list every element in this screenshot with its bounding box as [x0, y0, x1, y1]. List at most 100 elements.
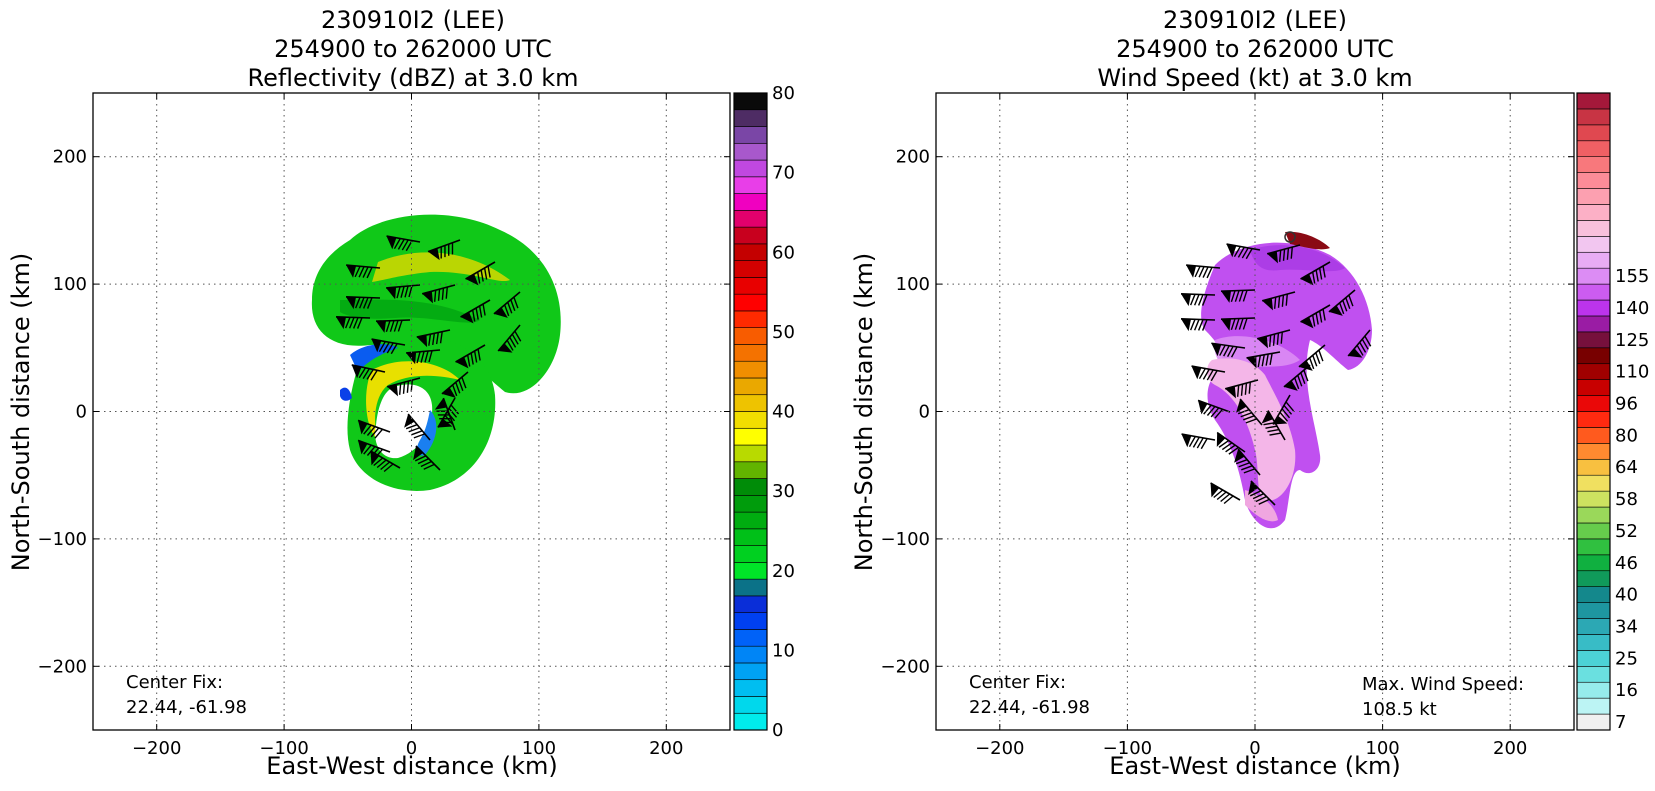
- colorbar-segment: [733, 377, 768, 396]
- wind-barb: [1181, 433, 1216, 450]
- colorbar-frame: [733, 92, 768, 731]
- wind-barb: [1180, 293, 1216, 307]
- colorbar-segment: [1576, 697, 1611, 715]
- x-tick-label: −100: [259, 738, 308, 759]
- wind-barb: [1224, 379, 1259, 399]
- colorbar-tick-label: 52: [1615, 521, 1638, 542]
- wind-barb: [1266, 244, 1301, 264]
- wind-barb: [386, 284, 421, 300]
- wind-barb: [455, 344, 486, 369]
- colorbar-segment: [1576, 506, 1611, 524]
- x-tick-label: −100: [1103, 738, 1152, 759]
- colorbar-segment: [733, 461, 768, 479]
- wind-barb: [335, 316, 371, 330]
- colorbar-tick-label: 40: [1615, 585, 1638, 606]
- colorbar-tick-label: 40: [772, 402, 795, 423]
- wind-field-magenta: [1250, 245, 1345, 272]
- colorbar-segment: [733, 109, 768, 127]
- colorbar-segment: [733, 310, 768, 328]
- wind-barb: [1197, 399, 1231, 419]
- outer-band-green-dark: [340, 299, 480, 323]
- colorbar-segment: [733, 327, 768, 345]
- colorbar-segment: [1576, 602, 1611, 619]
- y-tick-label: 100: [53, 274, 87, 295]
- y-tick-label: 0: [76, 402, 87, 423]
- colorbar-segment: [1576, 156, 1611, 173]
- x-tick-label: 0: [1249, 738, 1260, 759]
- colorbar-segment: [733, 595, 768, 613]
- y-tick-label: −200: [881, 656, 930, 677]
- colorbar-segment: [733, 293, 768, 312]
- wind-barb: [1234, 448, 1261, 476]
- inner-eyewall-yellow: [366, 361, 460, 440]
- colorbar-segment: [733, 612, 768, 630]
- max-wind-marker: [1284, 231, 1296, 243]
- wind-barb: [1272, 394, 1295, 425]
- colorbar-tick-label: 7: [1615, 712, 1626, 733]
- y-tick-label: −200: [38, 656, 87, 677]
- colorbar-tick-label: 58: [1615, 489, 1638, 510]
- colorbar-segment: [733, 478, 768, 496]
- reflectivity-field: [311, 214, 561, 491]
- colorbar-segment: [1576, 220, 1611, 237]
- x-axis-label: East-West distance (km): [1109, 752, 1400, 780]
- colorbar-segment: [733, 712, 768, 731]
- colorbar-segment: [1576, 522, 1611, 540]
- wind-barb: [404, 413, 431, 441]
- colorbar-segment: [733, 696, 768, 714]
- eye: [375, 384, 433, 459]
- wind-barb: [1347, 329, 1372, 358]
- colorbar-segment: [733, 545, 768, 563]
- colorbar-tick-label: 64: [1615, 457, 1638, 478]
- colorbar-segment: [1576, 681, 1611, 699]
- colorbar-segment: [733, 92, 768, 111]
- y-tick-label: 200: [53, 147, 87, 168]
- y-tick-label: 0: [919, 402, 930, 423]
- colorbar-tick-label: 30: [772, 481, 795, 502]
- max-wind-label: Max. Wind Speed:: [1362, 674, 1524, 695]
- x-tick-label: 200: [1493, 738, 1527, 759]
- x-tick-label: 0: [406, 738, 417, 759]
- wind-barb: [346, 264, 381, 279]
- colorbar-segment: [733, 411, 768, 429]
- panel-title-line-1: 230910I2 (LEE): [1163, 6, 1347, 34]
- colorbar-tick-label: 0: [772, 720, 783, 741]
- colorbar-segment: [1576, 267, 1611, 285]
- colorbar-segment: [733, 176, 768, 194]
- colorbar-segment: [733, 344, 768, 362]
- x-tick-label: −200: [132, 738, 181, 759]
- wind-barb: [1328, 289, 1356, 316]
- x-tick-label: −200: [975, 738, 1024, 759]
- wind-barb: [375, 319, 411, 333]
- colorbar-segment: [1576, 92, 1611, 110]
- colorbar-segment: [1576, 538, 1611, 556]
- colorbar-tick-label: 60: [772, 242, 795, 263]
- wind-barb: [1186, 264, 1221, 279]
- colorbar-segment: [1576, 299, 1611, 317]
- inner-eyewall-blue: [350, 344, 398, 372]
- panel-title-line-2: 254900 to 262000 UTC: [1116, 35, 1394, 63]
- colorbar-segment: [1576, 570, 1611, 587]
- colorbar-segment: [733, 210, 768, 228]
- colorbar-segment: [733, 679, 768, 697]
- colorbar-tick-label: 20: [772, 561, 795, 582]
- colorbar-segment: [733, 511, 768, 530]
- colorbar-segment: [1576, 124, 1611, 142]
- colorbar-segment: [1576, 347, 1611, 365]
- y-axis-label: North-South distance (km): [7, 253, 35, 572]
- wind-barb: [357, 419, 391, 439]
- colorbar-segment: [733, 578, 768, 597]
- center-fix-value: 22.44, -61.98: [969, 697, 1090, 718]
- panel-title-line-3: Reflectivity (dBZ) at 3.0 km: [248, 64, 579, 92]
- wind-speed-panel: 230910I2 (LEE) 254900 to 262000 UTC Wind…: [850, 6, 1649, 780]
- colorbar-tick-label: 96: [1615, 394, 1638, 415]
- colorbar-segment: [733, 243, 768, 261]
- colorbar-segment: [1576, 172, 1611, 189]
- wind-barb: [421, 284, 456, 304]
- colorbar-segment: [733, 645, 768, 664]
- wind-barb: [1283, 364, 1311, 391]
- colorbar-segment: [1576, 379, 1611, 396]
- colorbar-segment: [1576, 618, 1611, 635]
- colorbar-segment: [733, 360, 768, 379]
- wind-barb: [351, 364, 386, 381]
